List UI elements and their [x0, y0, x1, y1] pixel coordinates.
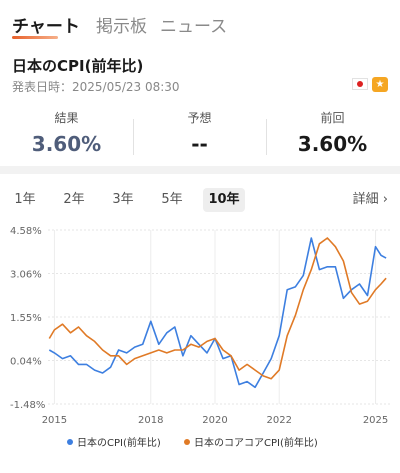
legend-marker	[184, 439, 190, 445]
x-tick-label: 2015	[42, 415, 67, 426]
y-tick-label: 4.58%	[10, 226, 42, 237]
stat-forecast-label: 予想	[187, 111, 212, 125]
y-tick-label: 0.04%	[10, 357, 42, 368]
chart-legend: 日本のCPI(前年比) 日本のコアコアCPI(前年比)	[67, 436, 318, 449]
stat-previous: 前回 3.60%	[266, 105, 399, 156]
x-tick-label: 2025	[363, 415, 388, 426]
favorite-star-icon[interactable]: ★	[372, 77, 388, 92]
section-divider	[0, 166, 400, 174]
y-tick-label: 3.06%	[10, 270, 42, 281]
stat-actual-value: 3.60%	[31, 132, 102, 156]
release-datetime: 発表日時：2025/05/23 08:30	[12, 80, 180, 94]
stats-row: 結果 3.60% 予想 -- 前回 3.60%	[0, 105, 400, 165]
cpi-line-chart: 4.58%3.06%1.55%0.04%-1.48% 2015 2018 2020 2…	[10, 226, 390, 449]
stat-forecast: 予想 --	[133, 105, 266, 156]
stat-divider	[266, 119, 267, 155]
y-tick-label: 1.55%	[10, 313, 42, 324]
range-3y[interactable]: 3年	[112, 192, 134, 207]
series-line	[48, 237, 387, 389]
tab-board[interactable]: 掲示板	[96, 17, 147, 37]
chart-grid	[48, 229, 390, 405]
indicator-title: 日本のCPI(前年比)	[12, 57, 144, 75]
range-2y[interactable]: 2年	[63, 192, 85, 207]
tab-bar: チャート 掲示板 ニュース	[0, 0, 400, 44]
range-selector: 1年 2年 3年 5年 10年 詳細 ›	[0, 186, 400, 214]
range-1y[interactable]: 1年	[14, 192, 36, 207]
x-tick-label: 2018	[138, 415, 163, 426]
y-axis-ticks: 4.58% 3.06% 1.55% 0.04% -1.48%	[10, 226, 45, 411]
y-tick-label: -1.48%	[10, 400, 45, 411]
stat-divider	[133, 119, 134, 155]
detail-link[interactable]: 詳細 ›	[352, 192, 388, 207]
stat-actual-label: 結果	[54, 111, 79, 125]
x-tick-label: 2022	[266, 415, 291, 426]
chart-series	[48, 237, 387, 389]
legend-label: 日本のコアコアCPI(前年比)	[194, 436, 318, 449]
tab-news[interactable]: ニュース	[160, 17, 228, 37]
stat-previous-label: 前回	[320, 111, 345, 125]
stat-forecast-value: --	[191, 132, 208, 156]
legend-marker	[67, 439, 73, 445]
stat-actual: 結果 3.60%	[0, 105, 133, 156]
active-tab-indicator	[12, 36, 58, 39]
x-tick-label: 2020	[202, 415, 227, 426]
x-axis-ticks: 2015 2018 2020 2022 2025	[42, 415, 389, 426]
stat-previous-value: 3.60%	[297, 132, 368, 156]
legend-label: 日本のCPI(前年比)	[77, 436, 161, 449]
tab-chart[interactable]: チャート	[12, 17, 80, 37]
series-line	[48, 237, 387, 380]
japan-flag-icon	[352, 78, 368, 90]
range-10y[interactable]: 10年	[203, 188, 245, 212]
range-5y[interactable]: 5年	[161, 192, 183, 207]
